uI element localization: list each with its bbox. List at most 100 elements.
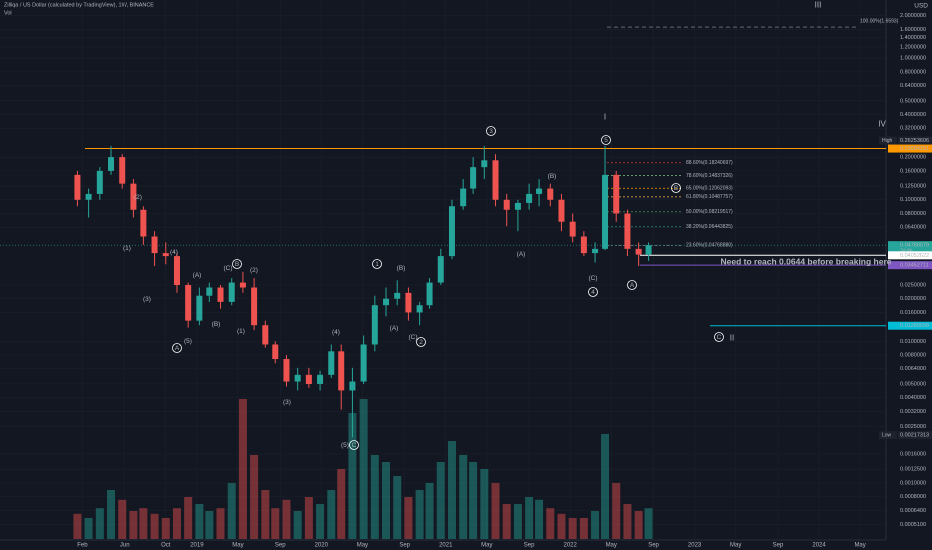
volume-bar xyxy=(205,511,214,539)
volume-bar xyxy=(139,508,148,539)
candle-body xyxy=(426,282,433,306)
candle-body xyxy=(140,209,147,237)
x-tick-label: May xyxy=(481,543,492,549)
volume-bar xyxy=(502,504,511,539)
currency: USD xyxy=(914,3,928,10)
candle-body xyxy=(394,292,401,299)
candle-body xyxy=(283,359,290,382)
volume-bar xyxy=(348,413,357,539)
volume-bar xyxy=(601,434,610,539)
volume-bar xyxy=(118,499,127,539)
x-tick-label: May xyxy=(606,543,617,549)
candle-body xyxy=(503,199,510,210)
chart-title: Zilliqa / US Dollar (calculated by Tradi… xyxy=(4,2,154,8)
y-tick-label: 0.0800000 xyxy=(900,211,926,217)
wave-label: (2) xyxy=(134,194,142,201)
volume-bar xyxy=(491,483,500,539)
wave-label: (B) xyxy=(548,173,557,180)
x-tick-label: 2019 xyxy=(190,543,204,549)
fib-label: 61.80%(0.10487757) xyxy=(686,194,733,200)
price-tag-value: 0.00217313 xyxy=(900,433,929,439)
candle-body xyxy=(228,282,235,302)
y-tick-label: 0.0008000 xyxy=(900,494,926,500)
volume-bar xyxy=(238,399,247,539)
candle-body xyxy=(526,193,533,203)
candle-body xyxy=(437,256,444,283)
candle-body xyxy=(96,170,103,194)
wave-label: 3 xyxy=(489,128,493,135)
price-tag-label-box xyxy=(879,431,897,440)
wave-label: 2 xyxy=(419,339,423,346)
y-tick-label: 0.0010000 xyxy=(900,480,926,486)
volume-bar xyxy=(337,469,346,539)
wave-label: (A) xyxy=(390,325,399,332)
wave-label: (2) xyxy=(250,267,258,274)
price-tag-value: 0.01289658 xyxy=(900,323,929,329)
candle-body xyxy=(448,206,455,257)
wave-circle xyxy=(671,183,681,193)
volume-bar xyxy=(480,469,489,539)
x-tick-label: 2021 xyxy=(439,543,453,549)
candle-body xyxy=(206,287,213,296)
price-tag-value: 0.03452711 xyxy=(900,263,929,269)
x-tick-label: 2022 xyxy=(564,543,578,549)
x-tick-label: May xyxy=(730,543,741,549)
candle-body xyxy=(185,285,192,321)
candle-body xyxy=(196,295,203,321)
candle-body xyxy=(416,305,423,313)
wave-label: (3) xyxy=(283,399,291,406)
candle-body xyxy=(613,174,620,214)
volume-bar xyxy=(95,508,104,539)
y-tick-label: 1.6000000 xyxy=(900,27,926,33)
wave-label: (4) xyxy=(170,249,178,256)
volume-bar xyxy=(415,490,424,539)
candle-body xyxy=(262,325,269,345)
volume-bar xyxy=(425,483,434,539)
wave-label: III xyxy=(815,1,822,10)
x-tick-label: Sep xyxy=(648,543,659,549)
volume-bar xyxy=(161,518,170,539)
candle-body xyxy=(272,344,279,360)
candles xyxy=(74,145,652,438)
candle-body xyxy=(108,157,115,171)
y-tick-label: 0.0160000 xyxy=(900,310,926,316)
x-tick-label: Jun xyxy=(120,543,130,549)
candle-body xyxy=(371,305,378,345)
volume-bar xyxy=(184,497,193,539)
volume-bar xyxy=(227,483,236,539)
candle-body xyxy=(338,351,345,391)
volume-bar xyxy=(293,511,302,539)
volume-bar xyxy=(469,462,478,539)
candle-body xyxy=(119,157,126,184)
x-tick-label: May xyxy=(357,543,368,549)
wave-label: (B) xyxy=(212,321,221,328)
volume-bar xyxy=(634,511,643,539)
candle-body xyxy=(624,213,631,249)
volume-bar xyxy=(84,518,93,539)
x-tick-label: 2024 xyxy=(812,543,826,549)
wave-label: A xyxy=(630,282,635,289)
price-tag-label: High xyxy=(882,138,893,144)
y-tick-label: 0.0005100 xyxy=(900,522,926,528)
wave-circle xyxy=(232,259,242,269)
candle-body xyxy=(460,188,467,207)
wave-circle xyxy=(172,343,182,353)
wave-label: (B) xyxy=(397,265,406,272)
x-tick-label: Sep xyxy=(524,543,535,549)
volume-bar xyxy=(370,455,379,539)
y-tick-label: 0.2000000 xyxy=(900,155,926,161)
y-tick-label: 0.0640000 xyxy=(900,225,926,231)
wave-label: C xyxy=(717,334,722,341)
wave-circle xyxy=(588,287,598,297)
fib-label: 100.00%(1.6593) xyxy=(860,18,899,24)
wave-label: (C) xyxy=(588,275,597,282)
volume-bar xyxy=(557,513,566,539)
candle-body xyxy=(173,256,180,286)
wave-circle xyxy=(349,440,359,450)
y-tick-label: 0.1600000 xyxy=(900,168,926,174)
volume-bar xyxy=(359,399,368,539)
volume-bar xyxy=(195,504,204,539)
volume-bar xyxy=(436,462,445,539)
fib-label: 23.60%(0.04768880) xyxy=(686,243,733,249)
